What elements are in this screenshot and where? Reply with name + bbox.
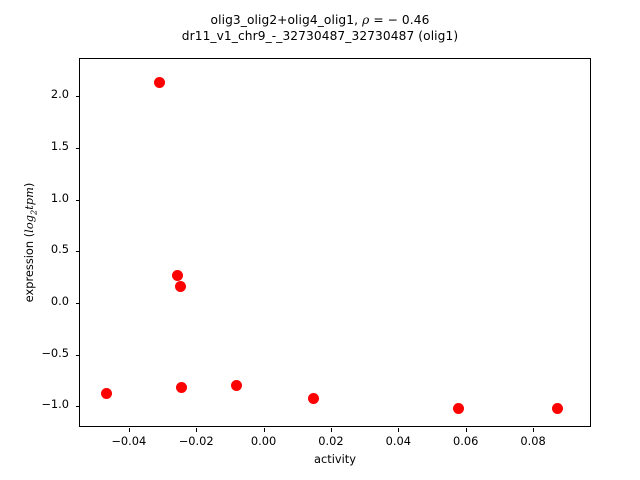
x-axis-tick <box>128 428 130 432</box>
x-axis-tick-label: 0.00 <box>250 434 277 448</box>
y-axis-label-subscript: 2 <box>28 209 39 216</box>
scatter-point <box>452 402 464 414</box>
y-axis-label-prefix: expression ( <box>22 232 36 303</box>
y-axis-tick-label: −0.5 <box>41 345 69 360</box>
x-axis-tick <box>533 428 535 432</box>
rho-value: = − 0.46 <box>369 13 430 27</box>
x-axis-tick-label: 0.04 <box>385 434 411 448</box>
scatter-point <box>154 77 166 89</box>
scatter-point <box>231 380 243 392</box>
x-axis-tick <box>398 428 400 432</box>
y-axis-tick <box>76 96 80 98</box>
rho-symbol: ρ <box>362 13 370 27</box>
x-axis-tick <box>263 428 265 432</box>
scatter-point <box>175 382 187 394</box>
x-axis-label: activity <box>314 452 356 466</box>
y-axis-label-log: log <box>22 215 36 233</box>
y-axis-tick <box>76 147 80 149</box>
y-axis-tick <box>76 199 80 201</box>
plot-axes: −0.04 −0.02 0.00 0.02 0.04 0.06 0.08 −1.0 −0.5 0.… <box>41 58 591 448</box>
x-axis-tick-label: −0.02 <box>178 434 214 448</box>
y-axis-tick-label: 0.5 <box>50 242 69 257</box>
y-axis-tick-label: 0.0 <box>50 293 69 308</box>
y-axis-tick <box>76 251 80 253</box>
x-axis-tick-label: 0.08 <box>520 434 546 448</box>
scatter-point <box>101 388 113 400</box>
y-axis-tick <box>76 406 80 408</box>
scatter-point <box>174 280 186 292</box>
chart-title: olig3_olig2+olig4_olig1, ρ = − 0.46 dr11… <box>0 12 640 44</box>
y-axis-tick <box>76 354 80 356</box>
x-axis-tick <box>196 428 198 432</box>
title-pair-name: olig3_olig2+olig4_olig1, <box>210 13 363 27</box>
y-axis-label-suffix: ) <box>22 182 36 188</box>
x-axis-tick <box>465 428 467 432</box>
scatter-plot-area <box>80 59 590 426</box>
scatter-point <box>552 402 564 414</box>
x-axis-tick-label: 0.02 <box>318 434 344 448</box>
title-line-2: dr11_v1_chr9_-_32730487_32730487 (olig1) <box>181 29 459 43</box>
scatter-point <box>307 392 319 404</box>
y-axis-tick-label: 2.0 <box>50 87 69 102</box>
y-axis-label: expression (log2tpm) <box>22 58 40 427</box>
y-axis-tick-label: −1.0 <box>41 397 69 412</box>
title-line-1: olig3_olig2+olig4_olig1, ρ = − 0.46 <box>0 12 640 28</box>
scatter-point <box>171 269 183 281</box>
y-axis-tick-label: 1.0 <box>50 190 69 205</box>
y-axis-tick-label: 1.5 <box>50 138 69 153</box>
y-axis-tick <box>76 302 80 305</box>
x-axis-tick <box>330 428 333 432</box>
x-axis-tick-label: 0.06 <box>452 434 479 448</box>
x-axis-tick-label: −0.04 <box>111 434 147 448</box>
y-axis-label-tpm: tpm <box>22 187 36 210</box>
